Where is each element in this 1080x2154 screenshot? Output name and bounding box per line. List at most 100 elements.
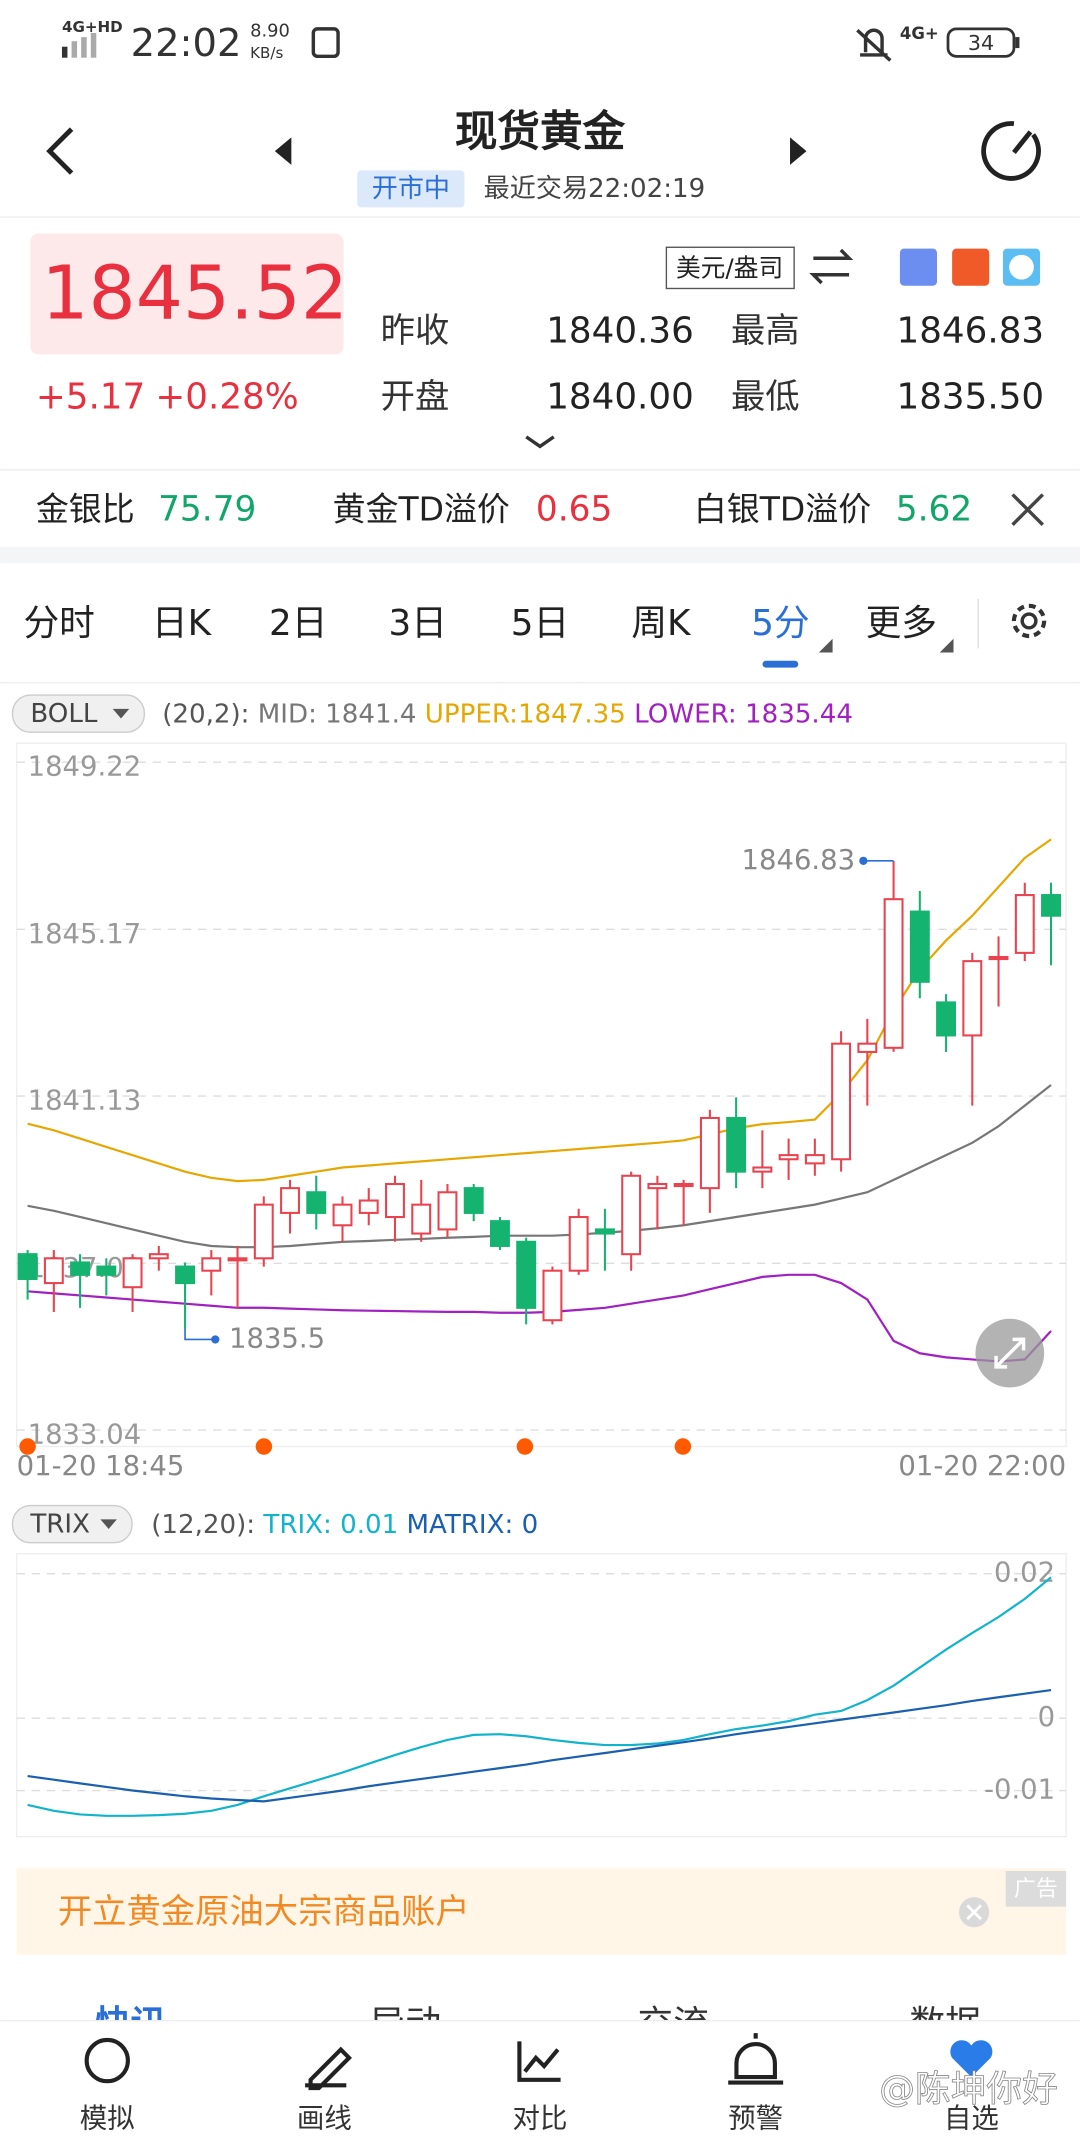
tab[interactable]: 5日 [511, 603, 569, 644]
battery [946, 27, 1016, 58]
signal [81, 37, 87, 58]
candle-body [227, 1257, 248, 1262]
x-tick-label: 01-20 22:00 [898, 1451, 1066, 1482]
indicator-legend: (20,2): MID: 1841.4 UPPER:1847.35 LOWER:… [162, 699, 853, 729]
candle-body [621, 1174, 642, 1256]
nav-label[interactable]: 预警 [728, 2104, 783, 2135]
field-label: 昨收 [381, 311, 450, 351]
field-label: 最高 [731, 311, 800, 351]
tab[interactable]: 3日 [389, 603, 447, 644]
title: 现货黄金 [455, 107, 626, 157]
close-button[interactable] [1011, 493, 1044, 526]
candle-body [909, 910, 930, 983]
y-tick-label: 0.02 [994, 1558, 1055, 1589]
watermark: @陈坤你好 [879, 2069, 1058, 2110]
legend-entry: TRIX: 0.01 [262, 1509, 398, 1539]
ratio-label: 黄金TD溢价 [333, 490, 510, 529]
speed-unit: KB/s [250, 44, 283, 62]
candle-body [70, 1261, 91, 1276]
candle-body [1014, 894, 1035, 954]
next-button[interactable] [790, 137, 807, 165]
series-line [27, 1084, 1052, 1249]
legend-entry: UPPER:1847.35 [425, 699, 626, 729]
refresh-button[interactable] [981, 121, 1041, 181]
gear [1020, 612, 1038, 630]
event-dot[interactable] [674, 1438, 692, 1455]
nav-icon [517, 2041, 561, 2082]
candle-body [122, 1257, 143, 1289]
ratio-label: 白银TD溢价 [694, 490, 871, 529]
event-dot[interactable] [255, 1438, 273, 1455]
y-tick-label: -0.01 [984, 1775, 1055, 1806]
legend-entry: MID: 1841.4 [258, 699, 417, 729]
x-tick-label: 01-20 18:45 [17, 1451, 185, 1482]
tab[interactable]: 5分 [751, 603, 809, 644]
candle-body [358, 1199, 379, 1214]
candle-body [673, 1182, 694, 1188]
nav-label[interactable]: 画线 [297, 2104, 352, 2135]
dropdown-mark [939, 638, 954, 653]
expand-chevron[interactable] [525, 435, 555, 449]
tool-icon[interactable] [899, 248, 938, 286]
tool-icon[interactable] [952, 248, 990, 286]
unit-box[interactable] [665, 246, 795, 290]
mute-icon [856, 28, 892, 62]
nav-icons [84, 2033, 784, 2091]
nav-label[interactable]: 对比 [513, 2104, 568, 2135]
chart-frame [15, 742, 1067, 1448]
fullscreen-icon [994, 1337, 1026, 1369]
fullscreen-button[interactable] [975, 1318, 1045, 1388]
candle-body [778, 1154, 799, 1161]
nav-label[interactable]: 模拟 [80, 2104, 135, 2135]
price-box [30, 233, 344, 355]
ad-tag: 广告 [1014, 1877, 1058, 1902]
candle-body [804, 1154, 825, 1165]
ad-banner[interactable] [16, 1868, 1067, 1955]
event-dot[interactable] [516, 1438, 534, 1455]
chart-frame [15, 1552, 1067, 1838]
signal [90, 32, 97, 58]
nav-label[interactable]: 自选 [944, 2104, 999, 2135]
tab[interactable]: 日K [152, 603, 213, 644]
field-value: 1840.36 [546, 310, 694, 351]
dropdown-mark [100, 1519, 117, 1529]
tab[interactable]: 2日 [269, 603, 327, 644]
bottom-nav [0, 2020, 1080, 2154]
event-markers [19, 1438, 692, 1455]
nav-icon [950, 2040, 993, 2078]
back-button[interactable] [46, 127, 74, 175]
separator [0, 546, 1080, 564]
status-bar: 4G+HD 22:02 8.90 KB/s 4G+ 34 [61, 18, 1020, 66]
candle-body [516, 1240, 537, 1309]
candle-body [201, 1257, 222, 1272]
indicator-pill[interactable] [11, 1504, 133, 1544]
candle-body [280, 1187, 300, 1214]
settings-button[interactable] [1011, 603, 1047, 639]
tab[interactable]: 更多 [866, 603, 937, 644]
candle-body [568, 1216, 589, 1272]
series-line [27, 1689, 1052, 1803]
network: 4G+ [900, 24, 939, 43]
candle-body [857, 1042, 878, 1053]
indicator-name: TRIX [29, 1509, 90, 1539]
candle-body [936, 1001, 957, 1037]
event-dot[interactable] [19, 1438, 36, 1455]
dropdown-mark [112, 708, 130, 719]
ad-tag-bg [1005, 1871, 1067, 1907]
prev-button[interactable] [274, 137, 292, 165]
tab[interactable]: 周K [631, 603, 692, 644]
indicator-pill[interactable] [11, 694, 146, 733]
candle-body [43, 1257, 64, 1285]
clock: 22:02 [131, 21, 242, 66]
field-value: 1840.00 [546, 376, 694, 417]
price-chart: 1849.221845.171841.131837.081833.0401-20… [16, 752, 1067, 1482]
candle-body [385, 1182, 405, 1219]
swap-icon[interactable] [809, 248, 854, 285]
battery-level: 34 [968, 31, 994, 55]
unit: 美元/盎司 [676, 253, 783, 282]
field-label: 最低 [731, 377, 800, 417]
refresh-icon [1012, 130, 1033, 154]
gear [1011, 603, 1047, 639]
tab[interactable]: 分时 [23, 603, 94, 644]
candle-body [437, 1191, 458, 1231]
